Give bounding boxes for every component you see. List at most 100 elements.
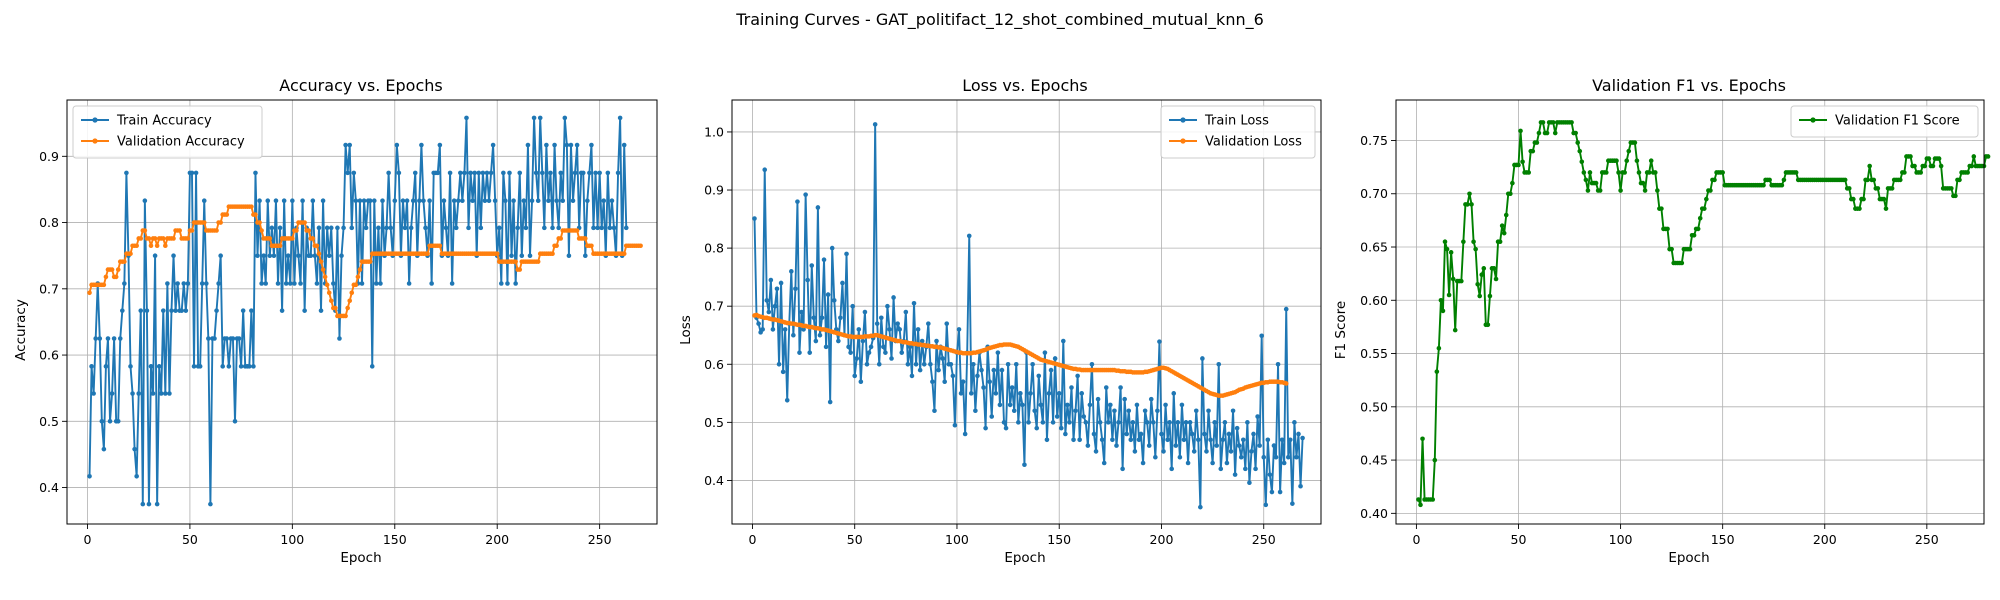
accuracy-data-point — [554, 243, 559, 249]
accuracy-data-point — [585, 198, 590, 203]
accuracy-data-point — [158, 391, 164, 396]
loss-data-point — [836, 338, 841, 344]
loss-data-point — [944, 321, 950, 326]
loss-data-point — [1148, 396, 1154, 402]
accuracy-data-point — [460, 198, 465, 203]
accuracy-legend-swatch-marker — [92, 138, 98, 144]
accuracy-data-point — [355, 274, 361, 280]
loss-data-point — [852, 373, 858, 379]
f1-ytick-label: 0.40 — [1360, 506, 1388, 521]
accuracy-data-point — [345, 170, 350, 176]
loss-data-point — [921, 361, 927, 367]
accuracy-data-point — [273, 198, 279, 203]
accuracy-data-point — [513, 259, 518, 264]
accuracy-data-point — [535, 198, 541, 203]
loss-data-point — [934, 338, 939, 344]
f1-data-point — [1481, 266, 1487, 271]
accuracy-data-point — [482, 198, 488, 203]
accuracy-data-point — [396, 170, 402, 176]
accuracy-data-point — [288, 281, 293, 286]
loss-data-point — [809, 263, 815, 268]
loss-data-point — [1220, 437, 1226, 443]
f1-data-point — [1767, 177, 1772, 183]
loss-data-point — [827, 399, 833, 405]
loss-data-point — [1236, 443, 1242, 448]
loss-data-point — [999, 367, 1005, 373]
loss-data-point — [1165, 437, 1170, 443]
loss-data-point — [1189, 431, 1195, 437]
loss-data-point — [971, 361, 976, 367]
accuracy-data-point — [224, 212, 230, 217]
loss-data-point — [1218, 466, 1224, 472]
accuracy-data-point — [111, 336, 117, 341]
loss-data-point — [868, 344, 874, 350]
loss-data-point — [1232, 472, 1238, 477]
loss-data-point — [1061, 338, 1066, 344]
f1-data-point — [1418, 502, 1423, 508]
accuracy-data-point — [374, 281, 379, 286]
accuracy-legend: Train Accuracy Validation Accuracy — [72, 105, 263, 159]
f1-data-point — [1636, 170, 1642, 175]
loss-data-point — [930, 379, 935, 385]
accuracy-ytick-label: 0.4 — [39, 480, 59, 495]
accuracy-data-point — [314, 243, 320, 249]
loss-data-point — [815, 205, 821, 210]
accuracy-data-point — [238, 364, 244, 369]
loss-data-point — [1269, 489, 1275, 495]
accuracy-data-point — [597, 170, 602, 176]
loss-data-point — [1279, 437, 1285, 443]
loss-data-point — [1120, 466, 1125, 472]
accuracy-data-point — [349, 225, 355, 231]
f1-data-point — [1432, 457, 1438, 463]
loss-data-point — [1077, 437, 1082, 443]
f1-data-point — [1540, 120, 1546, 125]
f1-data-point — [1616, 170, 1621, 175]
f1-data-point — [1493, 276, 1499, 282]
loss-data-point — [856, 327, 862, 332]
accuracy-data-point — [437, 142, 443, 148]
loss-data-point — [1114, 443, 1119, 448]
accuracy-data-point — [120, 308, 125, 313]
accuracy-data-point — [496, 225, 502, 231]
accuracy-data-point — [621, 251, 627, 256]
accuracy-data-point — [435, 170, 441, 176]
loss-data-point — [1044, 437, 1050, 443]
loss-data-point — [1018, 391, 1023, 396]
loss-data-point — [1257, 443, 1262, 448]
accuracy-data-point — [400, 198, 406, 203]
f1-data-point — [1632, 140, 1638, 145]
loss-data-point — [913, 361, 919, 367]
accuracy-data-point — [453, 225, 459, 231]
f1-data-point — [1842, 177, 1848, 183]
accuracy-legend-box — [72, 105, 263, 159]
accuracy-data-point — [257, 220, 262, 225]
accuracy-data-point — [318, 259, 324, 264]
accuracy-data-point — [226, 364, 232, 369]
accuracy-data-point — [423, 225, 428, 231]
loss-data-point — [1071, 437, 1076, 443]
loss-data-point — [801, 327, 806, 332]
f1-data-point — [1475, 282, 1480, 287]
loss-legend-label: Train Loss — [1204, 114, 1269, 129]
accuracy-data-point — [527, 253, 533, 258]
loss-data-point — [1073, 408, 1078, 414]
accuracy-data-point — [519, 253, 525, 258]
loss-data-point — [768, 277, 774, 283]
f1-data-point — [1640, 180, 1646, 186]
accuracy-data-point — [392, 198, 398, 203]
accuracy-data-point — [167, 391, 172, 396]
loss-data-point — [960, 379, 966, 385]
f1-data-point — [1665, 226, 1670, 232]
accuracy-data-point — [199, 281, 205, 286]
f1-data-point — [1957, 177, 1962, 183]
loss-data-point — [844, 251, 849, 257]
loss-data-point — [1091, 431, 1097, 437]
accuracy-data-point — [306, 228, 312, 233]
f1-data-point — [1902, 170, 1907, 175]
figure-suptitle: Training Curves - GAT_politifact_12_shot… — [735, 10, 1264, 30]
accuracy-data-point — [193, 170, 199, 176]
accuracy-data-point — [361, 198, 367, 203]
accuracy-data-point — [201, 198, 207, 203]
f1-data-point — [1508, 191, 1513, 197]
accuracy-data-point — [261, 253, 266, 258]
